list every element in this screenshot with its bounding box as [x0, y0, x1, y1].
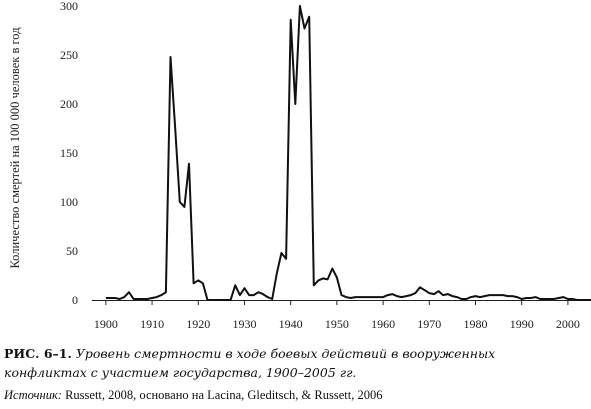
caption-text-line2: конфликтах с участием государства, 1900–…: [4, 365, 357, 380]
line-chart: Количество смертей на 100 000 человек в …: [8, 0, 591, 331]
figure-source: Источник: Russett, 2008, основано на Lac…: [4, 388, 589, 403]
x-tick-label: 1920: [186, 317, 210, 331]
x-tick-label: 1900: [94, 317, 118, 331]
x-tick-label: 2000: [556, 317, 580, 331]
x-tick-label: 1990: [510, 317, 534, 331]
x-tick-label: 1970: [417, 317, 441, 331]
y-tick-label: 150: [60, 146, 78, 160]
y-tick-labels: 0 50 100 150 200 250 300: [60, 0, 78, 307]
x-tick-label: 1930: [232, 317, 256, 331]
figure-caption: РИС. 6–1. Уровень смертности в ходе боев…: [4, 344, 589, 382]
y-tick-label: 250: [60, 48, 78, 62]
x-tick-label: 1960: [371, 317, 395, 331]
caption-text-line1: Уровень смертности в ходе боевых действи…: [75, 346, 496, 361]
x-tick-label: 1980: [463, 317, 487, 331]
x-tick-label: 1910: [140, 317, 164, 331]
y-tick-label: 50: [66, 244, 78, 258]
x-ticks: 1900 1910 1920 1930 1940 1950 1960 1970 1980 1990…: [94, 300, 580, 331]
source-text: Russett, 2008, основано на Lacina, Gledi…: [65, 388, 383, 402]
x-tick-label: 1950: [325, 317, 349, 331]
y-tick-label: 0: [72, 293, 78, 307]
y-tick-label: 100: [60, 195, 78, 209]
y-tick-label: 200: [60, 97, 78, 111]
y-axis-label: Количество смертей на 100 000 человек в …: [8, 27, 22, 269]
x-tick-label: 1940: [279, 317, 303, 331]
y-tick-label: 300: [60, 0, 78, 13]
source-label: Источник:: [4, 388, 62, 402]
death-rate-series-line: [105, 5, 591, 301]
figure-number: РИС. 6–1.: [4, 346, 72, 361]
